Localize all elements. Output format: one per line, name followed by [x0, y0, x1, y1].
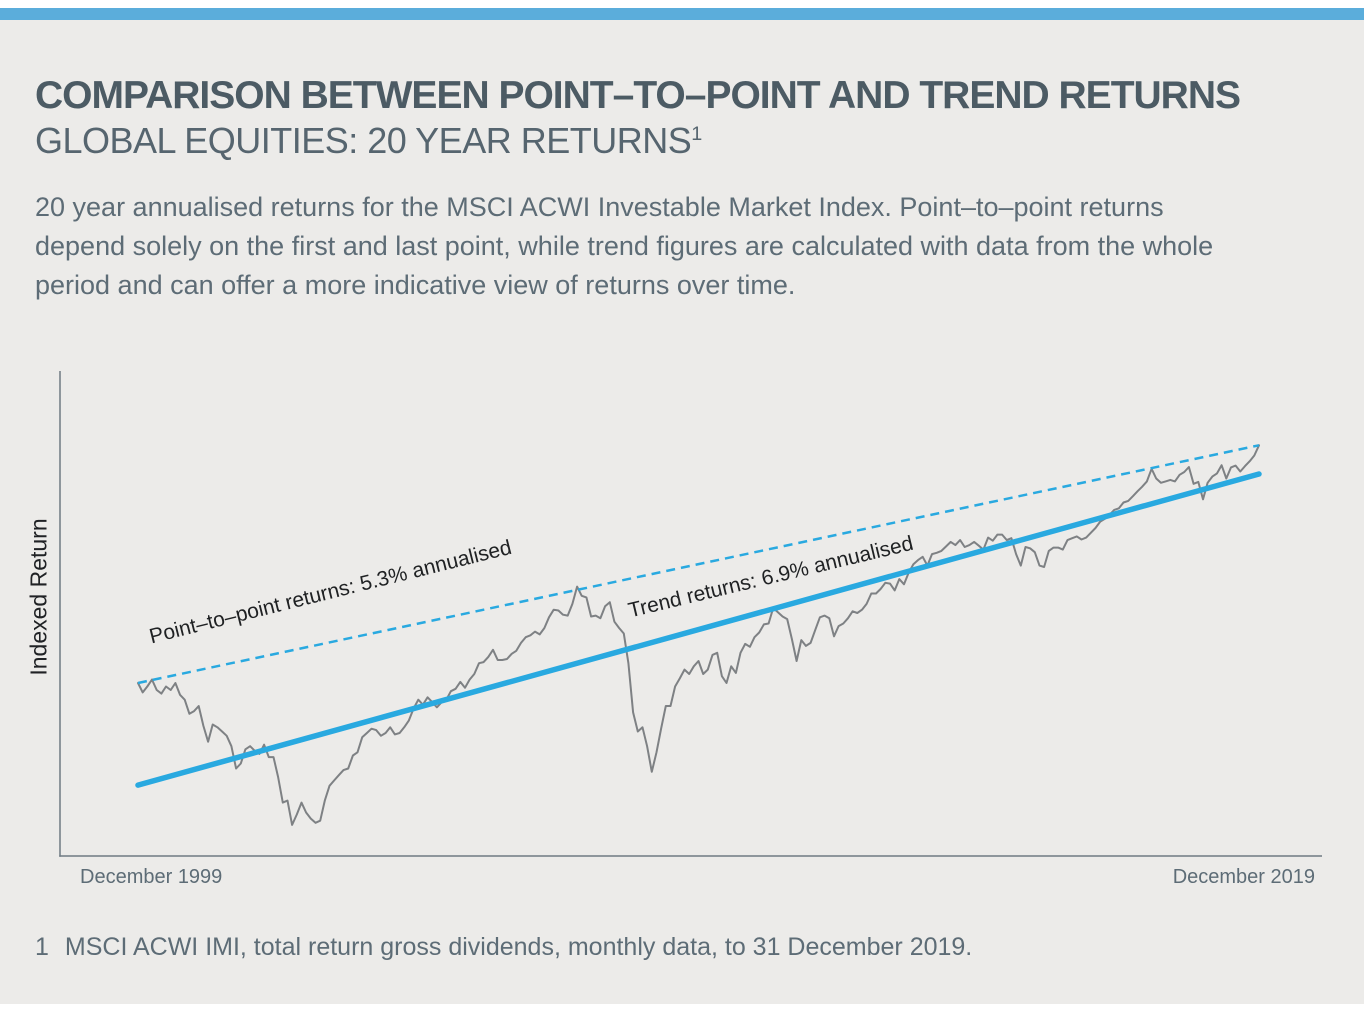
footnote-marker: 1: [35, 933, 49, 961]
y-axis-label: Indexed Return: [25, 518, 52, 676]
trend-annotation: Trend returns: 6.9% annualised: [626, 531, 916, 623]
page-subtitle-text: GLOBAL EQUITIES: 20 YEAR RETURNS: [35, 120, 692, 161]
description-line-1: 20 year annualised returns for the MSCI …: [35, 192, 1164, 222]
description: 20 year annualised returns for the MSCI …: [35, 188, 1213, 305]
page-title: COMPARISON BETWEEN POINT–TO–POINT AND TR…: [35, 74, 1241, 117]
trend-line: [135, 471, 1262, 788]
point-to-point-annotation: Point–to–point returns: 5.3% annualised: [147, 535, 514, 649]
point-to-point-line: [137, 444, 1260, 685]
description-line-3: period and can offer a more indicative v…: [35, 270, 796, 300]
brand-accent-bar: [0, 8, 1364, 20]
x-axis-start-label: December 1999: [80, 866, 223, 888]
x-axis-end-label: December 2019: [1172, 866, 1315, 888]
footnote: 1 MSCI ACWI IMI, total return gross divid…: [35, 933, 972, 962]
page-background: COMPARISON BETWEEN POINT–TO–POINT AND TR…: [0, 20, 1364, 1004]
page-subtitle: GLOBAL EQUITIES: 20 YEAR RETURNS1: [35, 120, 702, 162]
footnote-text: MSCI ACWI IMI, total return gross divide…: [64, 933, 973, 961]
index-series-line: [137, 444, 1260, 826]
page-subtitle-footnote-ref: 1: [691, 123, 702, 145]
description-line-2: depend solely on the first and last poin…: [35, 231, 1214, 261]
